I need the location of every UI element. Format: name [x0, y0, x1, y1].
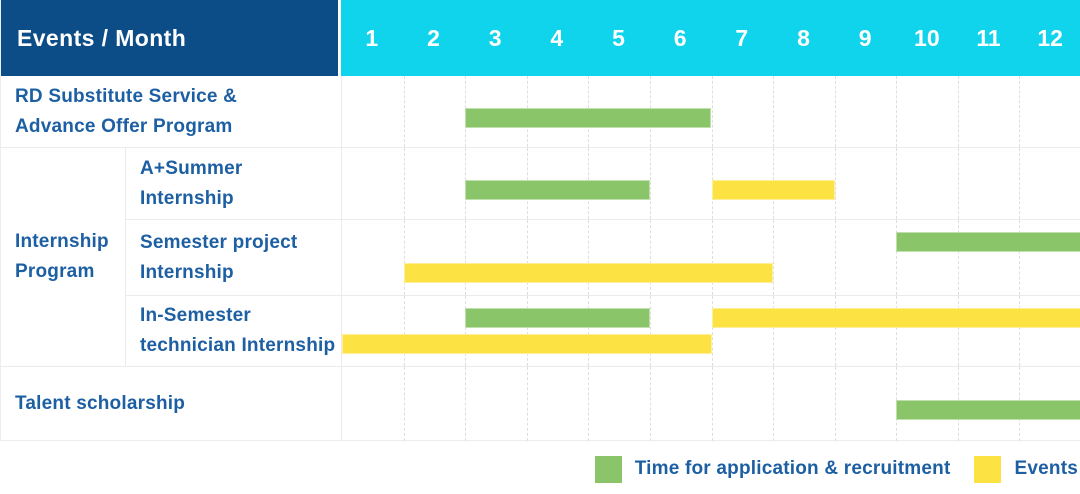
group-label-line: Internship	[15, 231, 109, 252]
month-gridline	[834, 296, 836, 366]
legend-label-application: Time for application & recruitment	[634, 458, 951, 479]
row-label-line: A+Summer	[140, 157, 243, 179]
month-header-1: 1	[365, 24, 379, 51]
group-label-internship-program: Internship Program	[1, 147, 125, 366]
chart-row-semester-project-internship	[341, 219, 1080, 295]
month-header-4: 4	[550, 24, 564, 51]
month-gridline	[465, 296, 467, 366]
chart-row-rd-substitute-service	[341, 76, 1080, 147]
month-header-10: 10	[914, 24, 940, 51]
month-gridline	[403, 76, 405, 147]
month-gridline	[588, 296, 590, 366]
month-gridline	[526, 367, 528, 441]
month-gridline	[957, 76, 959, 147]
legend-item-application: Time for application & recruitment	[594, 455, 951, 483]
gantt-bar-event	[711, 179, 835, 200]
header-events-month: Events / Month	[1, 0, 341, 76]
legend-item-events: Events	[974, 455, 1078, 483]
row-label-talent-scholarship: Talent scholarship	[1, 366, 341, 441]
month-gridline	[1019, 148, 1021, 219]
month-gridline	[403, 367, 405, 441]
month-gridline	[773, 367, 775, 441]
month-gridline	[649, 220, 651, 295]
row-label-line: technician Internship	[140, 335, 336, 356]
gantt-bar-application	[896, 400, 1080, 420]
month-gridline	[711, 296, 713, 366]
month-gridline	[711, 76, 713, 147]
legend: Time for application & recruitment Event…	[0, 450, 1078, 488]
row-label-line: Internship	[140, 187, 234, 209]
month-gridline	[711, 220, 713, 295]
chart-row-a-plus-summer-internship	[341, 147, 1080, 219]
row-label-line: In-Semester	[140, 305, 251, 326]
yellow-swatch-icon	[974, 455, 1002, 483]
month-gridline	[1019, 296, 1021, 366]
month-gridline	[403, 148, 405, 219]
gantt-table: Events / Month 1 2 3 4 5 6 7 8 9 10 11 1…	[0, 0, 1080, 441]
month-gridline	[711, 367, 713, 441]
month-gridline	[526, 296, 528, 366]
month-header-7: 7	[735, 24, 749, 51]
gantt-bar-application	[465, 107, 712, 128]
month-gridline	[649, 296, 651, 366]
legend-label-events: Events	[1014, 458, 1078, 479]
month-header-11: 11	[976, 24, 1001, 51]
month-header-3: 3	[488, 24, 502, 51]
month-gridline	[773, 76, 775, 147]
row-label-a-plus-summer-internship: A+Summer Internship	[125, 147, 341, 219]
row-label-semester-project-internship: Semester project Internship	[125, 219, 341, 295]
row-label-line: Internship	[140, 261, 234, 283]
gantt-bar-event	[711, 308, 1080, 328]
month-gridline	[834, 76, 836, 147]
month-gridline	[773, 220, 775, 295]
month-gridline	[896, 76, 898, 147]
chart-row-talent-scholarship	[341, 366, 1080, 441]
gantt-bar-event	[342, 334, 712, 354]
month-gridline	[588, 220, 590, 295]
month-header-8: 8	[797, 24, 810, 51]
month-gridline	[957, 148, 959, 219]
month-gridline	[896, 296, 898, 366]
gantt-bar-event	[403, 263, 774, 283]
row-label-line: RD Substitute Service &	[15, 85, 238, 107]
month-gridline	[1019, 76, 1021, 147]
month-gridline	[526, 220, 528, 295]
month-gridline	[465, 220, 467, 295]
gantt-bar-application	[896, 232, 1080, 252]
chart-row-in-semester-technician-internship	[341, 295, 1080, 366]
gantt-bar-application	[465, 179, 650, 200]
month-gridline	[834, 367, 836, 441]
month-gridline	[834, 148, 836, 219]
month-gridline	[957, 296, 959, 366]
month-gridline	[403, 220, 405, 295]
month-gridline	[403, 296, 405, 366]
month-gridline	[649, 148, 651, 219]
row-label-line: Talent scholarship	[15, 393, 186, 414]
month-gridline	[649, 367, 651, 441]
green-swatch-icon	[594, 455, 622, 483]
month-gridline	[588, 367, 590, 441]
month-header-row: 1 2 3 4 5 6 7 8 9 10 11 12	[341, 0, 1080, 76]
row-label-rd-substitute-service: RD Substitute Service & Advance Offer Pr…	[1, 76, 341, 147]
gantt-bar-application	[465, 308, 650, 328]
row-label-in-semester-technician-internship: In-Semester technician Internship	[125, 295, 341, 366]
month-gridline	[465, 367, 467, 441]
month-header-5: 5	[612, 24, 625, 51]
month-header-6: 6	[673, 24, 687, 51]
month-header-2: 2	[427, 24, 440, 51]
month-gridline	[834, 220, 836, 295]
month-header-12: 12	[1037, 24, 1063, 51]
row-label-line: Advance Offer Program	[15, 115, 233, 137]
month-header-9: 9	[858, 24, 872, 51]
group-label-line: Program	[15, 261, 95, 282]
row-label-line: Semester project	[140, 231, 298, 253]
month-gridline	[773, 296, 775, 366]
month-gridline	[896, 148, 898, 219]
